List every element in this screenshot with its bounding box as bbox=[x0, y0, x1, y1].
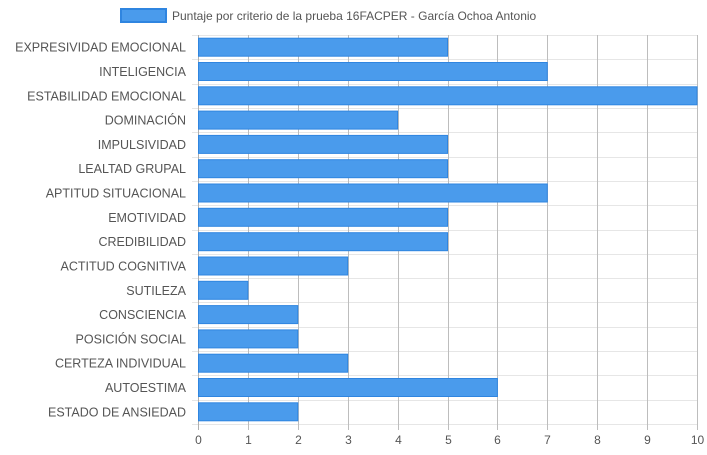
category-label: SUTILEZA bbox=[126, 284, 186, 298]
legend[interactable]: Puntaje por criterio de la prueba 16FACP… bbox=[120, 8, 537, 23]
x-tick-label: 7 bbox=[544, 433, 551, 447]
legend-label[interactable]: Puntaje por criterio de la prueba 16FACP… bbox=[172, 9, 537, 23]
grid-lines bbox=[192, 35, 698, 430]
bar[interactable] bbox=[198, 305, 299, 325]
category-label: LEALTAD GRUPAL bbox=[78, 162, 186, 176]
category-label: EXPRESIVIDAD EMOCIONAL bbox=[15, 41, 186, 55]
category-label: CERTEZA INDIVIDUAL bbox=[55, 357, 186, 371]
x-tick-label: 8 bbox=[594, 433, 601, 447]
bar[interactable] bbox=[198, 329, 299, 349]
bars bbox=[198, 37, 698, 422]
bar[interactable] bbox=[198, 280, 249, 300]
x-tick-label: 1 bbox=[245, 433, 252, 447]
category-label: DOMINACIÓN bbox=[105, 113, 186, 128]
x-tick-label: 2 bbox=[295, 433, 302, 447]
category-label: ACTITUD COGNITIVA bbox=[61, 260, 187, 274]
bar[interactable] bbox=[198, 183, 548, 203]
bar[interactable] bbox=[198, 134, 448, 154]
x-tick-label: 3 bbox=[345, 433, 352, 447]
x-tick-label: 10 bbox=[691, 433, 705, 447]
category-label: CONSCIENCIA bbox=[99, 308, 186, 322]
x-axis-tick-labels: 0 1 2 3 4 5 6 7 8 9 10 bbox=[195, 433, 704, 447]
category-label: EMOTIVIDAD bbox=[108, 211, 186, 225]
category-label: ESTABILIDAD EMOCIONAL bbox=[27, 89, 186, 103]
category-label: POSICIÓN SOCIAL bbox=[76, 331, 186, 346]
category-label: AUTOESTIMA bbox=[105, 381, 187, 395]
x-tick-label: 5 bbox=[445, 433, 452, 447]
bar[interactable] bbox=[198, 378, 498, 397]
legend-swatch[interactable] bbox=[120, 8, 167, 23]
bar[interactable] bbox=[198, 402, 299, 422]
category-label: CREDIBILIDAD bbox=[98, 235, 186, 249]
x-tick-label: 9 bbox=[644, 433, 651, 447]
bar[interactable] bbox=[198, 353, 349, 373]
bar[interactable] bbox=[198, 86, 698, 106]
category-label: IMPULSIVIDAD bbox=[98, 138, 186, 152]
x-tick-label: 0 bbox=[195, 433, 202, 447]
bar[interactable] bbox=[198, 159, 448, 179]
x-tick-label: 6 bbox=[494, 433, 501, 447]
bar[interactable] bbox=[198, 256, 349, 276]
bar[interactable] bbox=[198, 232, 448, 252]
bar[interactable] bbox=[198, 37, 448, 57]
x-tick-label: 4 bbox=[395, 433, 402, 447]
category-labels: EXPRESIVIDAD EMOCIONAL INTELIGENCIA ESTABI… bbox=[15, 41, 187, 420]
bar[interactable] bbox=[198, 62, 548, 81]
bar[interactable] bbox=[198, 207, 448, 227]
category-label: ESTADO DE ANSIEDAD bbox=[48, 405, 186, 419]
category-label: APTITUD SITUACIONAL bbox=[46, 187, 186, 201]
category-label: INTELIGENCIA bbox=[99, 65, 186, 79]
bar[interactable] bbox=[198, 110, 399, 130]
